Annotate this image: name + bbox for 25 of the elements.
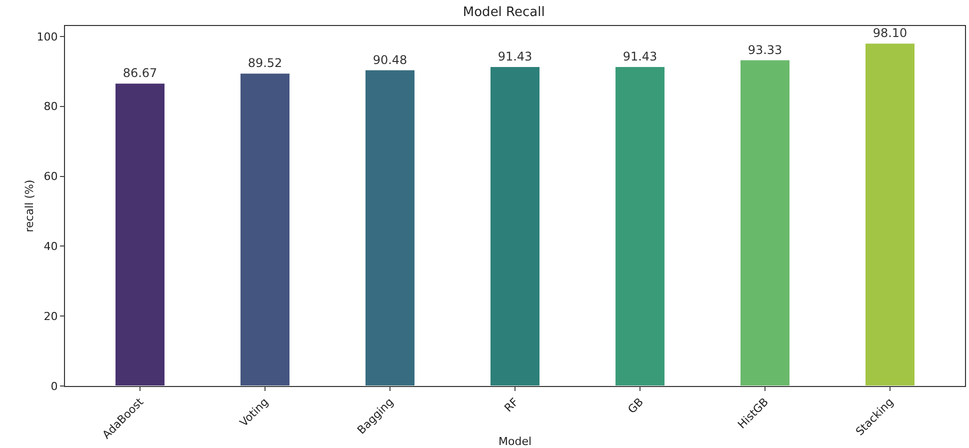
x-tick-label: RF <box>502 396 522 415</box>
bar <box>240 72 290 386</box>
data-label: 89.52 <box>248 56 282 70</box>
y-tick-label: 100 <box>36 30 58 44</box>
chart-title: Model Recall <box>462 4 545 20</box>
y-tick-label: 40 <box>44 240 58 254</box>
data-label: 90.48 <box>372 52 408 67</box>
bar <box>740 59 790 386</box>
y-tick-label: 20 <box>44 310 58 323</box>
data-label: 86.67 <box>122 66 158 80</box>
y-tick-label: 0 <box>50 380 58 393</box>
bar <box>614 66 666 386</box>
bar <box>490 66 540 386</box>
data-label: 98.10 <box>872 26 908 40</box>
x-axis-title: Model <box>498 435 532 448</box>
bar <box>114 82 166 386</box>
bar <box>864 42 916 386</box>
data-label: 91.43 <box>622 49 658 64</box>
y-tick-label: 80 <box>44 100 58 114</box>
data-label: 93.33 <box>748 42 782 57</box>
data-label: 91.43 <box>498 49 532 64</box>
y-tick-label: 60 <box>44 170 58 184</box>
bar <box>364 69 416 386</box>
x-tick-label: GB <box>625 396 646 416</box>
y-axis-title: recall (%) <box>23 180 36 232</box>
